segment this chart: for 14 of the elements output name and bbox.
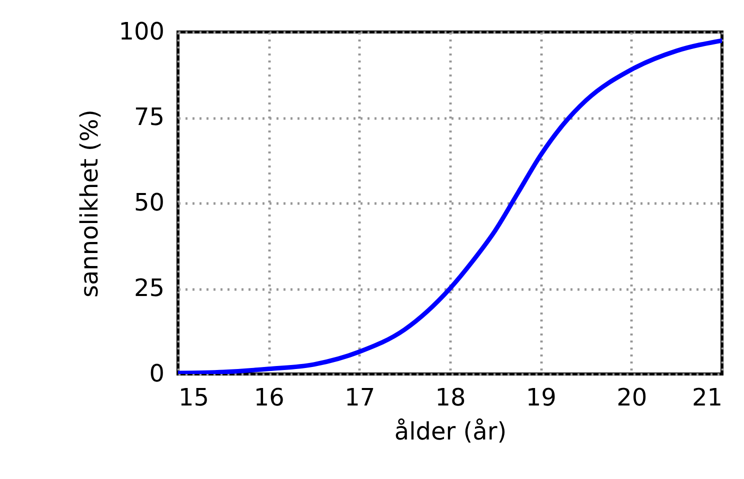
- x-tick-label: 16: [254, 384, 284, 412]
- x-tick-label: 18: [435, 384, 466, 412]
- y-tick-label: 75: [134, 103, 164, 131]
- y-tick-label: 0: [149, 360, 164, 388]
- y-tick-label: 100: [118, 18, 164, 46]
- x-tick-label: 17: [344, 384, 376, 412]
- x-tick-label: 15: [178, 384, 210, 412]
- x-axis-title: ålder (år): [394, 418, 507, 446]
- x-tick-label: 21: [692, 384, 722, 412]
- y-tick-label: 25: [134, 274, 164, 302]
- y-tick-label: 50: [134, 188, 164, 216]
- x-tick-label: 19: [526, 384, 556, 412]
- y-axis-title: sannolikhet (%): [76, 109, 104, 298]
- x-tick-label: 20: [616, 384, 648, 412]
